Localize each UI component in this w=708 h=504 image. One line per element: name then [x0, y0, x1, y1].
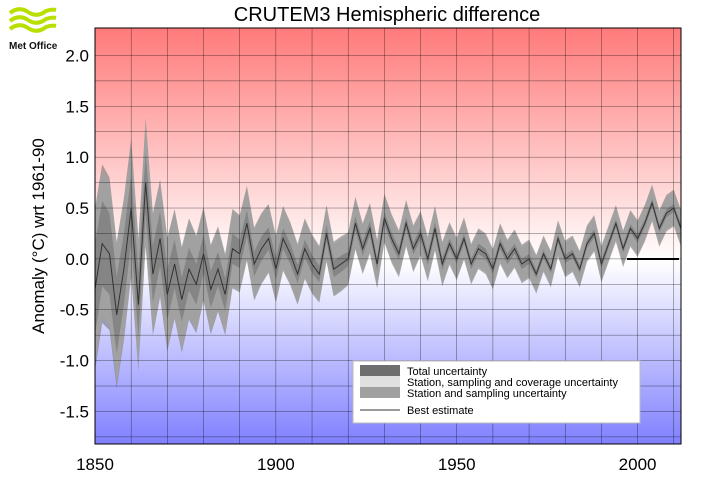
y-tick-label: -1.5 — [60, 402, 89, 421]
chart-title: CRUTEM3 Hemispheric difference — [234, 4, 540, 26]
legend: Total uncertainty Station, sampling and … — [352, 360, 641, 424]
legend-box — [352, 360, 641, 424]
y-axis-label: Anomaly (°C) wrt 1961-90 — [29, 138, 48, 334]
x-tick-label: 1950 — [438, 455, 476, 474]
plot-frame — [94, 27, 682, 445]
legend-label-coverage: Station, sampling and coverage uncertain… — [407, 377, 618, 389]
x-tick-label: 1850 — [76, 455, 114, 474]
legend-label-best: Best estimate — [407, 405, 474, 417]
best-estimate-line — [95, 182, 681, 315]
logo-text: Met Office — [9, 41, 58, 52]
uncertainty-bands — [95, 118, 681, 389]
x-tick-label: 2000 — [619, 455, 657, 474]
met-office-wave-icon — [8, 7, 57, 33]
x-tick-label: 1900 — [257, 455, 295, 474]
y-tick-label: -1.0 — [60, 352, 89, 371]
legend-swatch-station — [360, 387, 400, 398]
y-tick-label: 2.0 — [65, 46, 89, 65]
y-tick-label: 0.5 — [65, 199, 89, 218]
y-tick-label: -0.5 — [60, 301, 89, 320]
legend-swatch-coverage — [360, 376, 400, 387]
legend-swatch-total — [360, 365, 400, 376]
y-tick-label: 0.0 — [65, 250, 89, 269]
met-office-logo: Met Office — [8, 7, 58, 52]
y-tick-label: 1.0 — [65, 148, 89, 167]
total-uncertainty-band — [95, 118, 681, 389]
y-axis: 2.0 1.5 1.0 0.5 0.0 -0.5 -1.0 -1.5 — [60, 46, 89, 421]
y-tick-label: 1.5 — [65, 97, 89, 116]
x-axis: 1850 1900 1950 2000 — [76, 455, 656, 474]
legend-label-station: Station and sampling uncertainty — [407, 388, 567, 400]
legend-label-total: Total uncertainty — [407, 366, 488, 378]
